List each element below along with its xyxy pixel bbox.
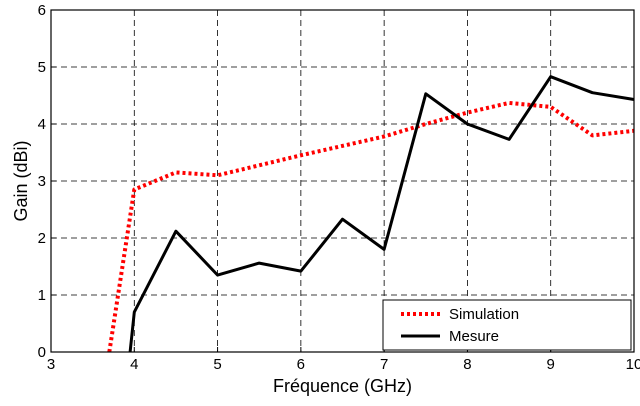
x-tick-label: 5 <box>213 356 221 373</box>
y-axis-label: Gain (dBi) <box>11 140 31 221</box>
x-tick-label: 7 <box>380 356 388 373</box>
axis-ticks: 3 4 5 6 7 8 9 10 0 1 2 3 4 5 6 <box>38 2 640 373</box>
legend-label-mesure: Mesure <box>449 328 499 345</box>
y-tick-label: 3 <box>38 173 46 190</box>
series-line-simulation <box>107 100 635 353</box>
series-layer <box>107 75 635 353</box>
y-tick-label: 4 <box>38 116 46 133</box>
y-tick-label: 5 <box>38 59 46 76</box>
grid-lines <box>51 10 634 352</box>
x-tick-label: 4 <box>130 356 138 373</box>
x-tick-label: 8 <box>463 356 471 373</box>
y-tick-label: 6 <box>38 2 46 19</box>
x-tick-label: 10 <box>626 356 640 373</box>
legend-label-simulation: Simulation <box>449 306 519 323</box>
x-tick-label: 3 <box>47 356 55 373</box>
y-tick-label: 2 <box>38 230 46 247</box>
series-line-mesure <box>128 75 635 353</box>
x-axis-label: Fréquence (GHz) <box>273 376 412 396</box>
x-tick-label: 9 <box>547 356 555 373</box>
legend-box <box>382 299 632 351</box>
x-tick-label: 6 <box>297 356 305 373</box>
y-tick-label: 0 <box>38 344 46 361</box>
legend: Simulation Mesure <box>382 299 632 351</box>
y-tick-label: 1 <box>38 287 46 304</box>
